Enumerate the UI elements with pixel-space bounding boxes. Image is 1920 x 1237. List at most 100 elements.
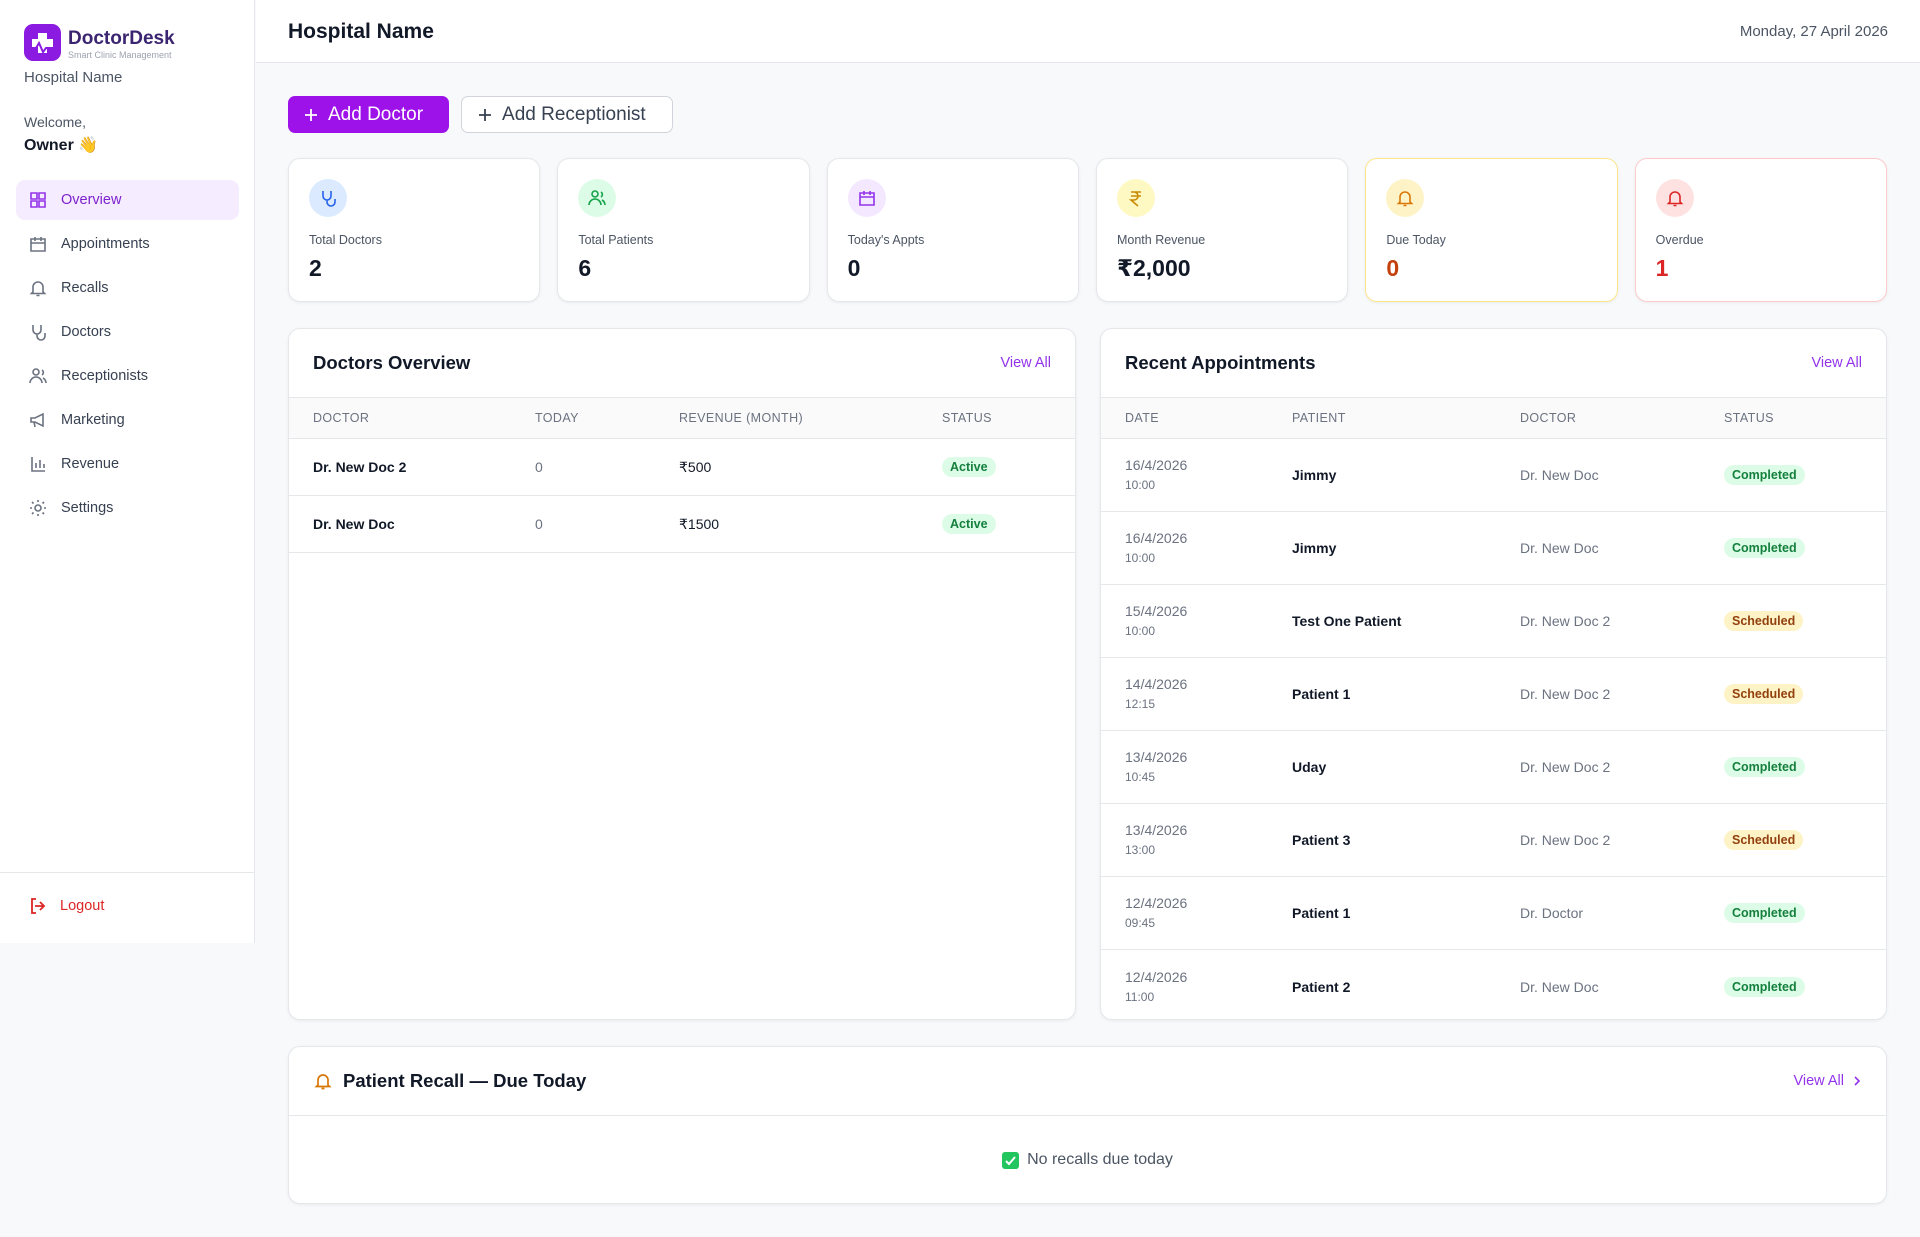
nav-item[interactable]: Revenue (16, 444, 239, 484)
date-cell: 12/4/2026 09:45 (1125, 893, 1292, 933)
status-cell: Completed (1724, 976, 1886, 997)
revenue: ₹1500 (679, 515, 720, 532)
logout-button[interactable]: Logout (28, 896, 104, 916)
nav-item[interactable]: Recalls (16, 268, 239, 308)
plus-icon (479, 108, 492, 121)
brand: DoctorDesk (68, 28, 175, 49)
stat-label: Total Patients (578, 233, 654, 247)
column-header: STATUS (1724, 411, 1774, 425)
page-title: Hospital Name (288, 20, 434, 43)
nav-label: Revenue (61, 456, 120, 472)
doctor: Dr. New Doc (1520, 540, 1599, 556)
table-row: 12/4/2026 11:00 Patient 2 Dr. New Doc Comple… (1101, 950, 1886, 1019)
bell-icon (314, 1074, 332, 1090)
date-cell: 14/4/2026 12:15 (1125, 674, 1292, 714)
doctor: Dr. New Doc (1520, 978, 1599, 995)
icon (858, 191, 875, 206)
icon (32, 325, 46, 341)
icon (1396, 191, 1414, 207)
time: 12:15 (1125, 697, 1156, 711)
nav-label: Settings (61, 500, 114, 516)
today-count: 0 (535, 459, 543, 475)
stat-card: Total Patients 6 (557, 158, 810, 302)
sidebar: DoctorDesk Smart Clinic Management Hospi… (0, 0, 255, 943)
column-header: PATIENT (1292, 411, 1346, 425)
date: 15/4/2026 (1125, 603, 1188, 619)
panel-header: Doctors Overview View All (289, 329, 1075, 398)
nav-label: Overview (61, 192, 122, 208)
time: 11:00 (1125, 989, 1155, 1004)
stat-icon (1386, 179, 1425, 217)
date-cell: 16/4/2026 10:00 (1125, 528, 1292, 568)
empty-text: No recalls due today (1027, 1151, 1173, 1168)
nav-item[interactable]: Overview (16, 180, 239, 220)
panel-header: Patient Recall — Due Today View All (289, 1047, 1886, 1116)
date-cell: 16/4/2026 10:00 (1125, 455, 1292, 495)
recall-panel: Patient Recall — Due Today View All No r… (288, 1046, 1887, 1204)
chevron (1854, 1076, 1861, 1086)
logout-icon (31, 898, 46, 914)
table-row: 12/4/2026 09:45 Patient 1 Dr. Doctor Complet… (1101, 877, 1886, 950)
stat-value: 2 (309, 255, 322, 281)
patient: Patient 1 (1292, 905, 1351, 921)
nav-label: Marketing (61, 412, 125, 428)
stat-label: Overdue (1655, 233, 1704, 247)
table-row: 15/4/2026 10:00 Test One Patient Dr. New Do… (1101, 585, 1886, 658)
status-badge: Scheduled (1724, 684, 1804, 704)
stat-value: ₹2,000 (1116, 255, 1191, 281)
table-header: DATE PATIENT DOCTOR STATUS (1101, 398, 1886, 439)
action-button[interactable]: Add Doctor (288, 96, 450, 133)
panel-title: Patient Recall — Due Today (343, 1070, 587, 1091)
status-cell: Scheduled (1724, 611, 1886, 631)
date-cell: 12/4/2026 11:00 (1125, 967, 1292, 1007)
status-cell: Scheduled (1724, 684, 1886, 704)
nav-item[interactable]: Doctors (16, 312, 239, 352)
table-row: 16/4/2026 10:00 Jimmy Dr. New Doc Completed (1101, 439, 1886, 512)
date: 16/4/2026 (1125, 530, 1188, 546)
doctor: Dr. New Doc 2 (1520, 613, 1611, 629)
status-cell: Active (942, 457, 1075, 477)
patient: Patient 2 (1292, 978, 1351, 995)
stat-icon (309, 179, 347, 217)
plus-icon (305, 108, 317, 121)
status-cell: Scheduled (1724, 830, 1886, 850)
nav-item[interactable]: Marketing (16, 400, 239, 440)
stat-card: Overdue 1 (1634, 158, 1887, 302)
view-all[interactable]: View All (1000, 355, 1051, 371)
nav-item[interactable]: Appointments (16, 224, 239, 264)
doctor: Dr. New Doc (1520, 467, 1599, 483)
view-all[interactable]: View All (1811, 355, 1862, 371)
stat-icon (1116, 179, 1155, 217)
column-header: REVENUE (MONTH) (679, 411, 804, 425)
status-badge: Completed (1724, 903, 1805, 923)
view-all[interactable]: View All (1793, 1073, 1862, 1089)
date-cell: 13/4/2026 10:45 (1125, 747, 1292, 787)
status-badge: Completed (1724, 976, 1805, 997)
action-button[interactable]: Add Receptionist (461, 96, 673, 133)
patient: Jimmy (1292, 467, 1337, 483)
date: 12/4/2026 (1125, 968, 1188, 985)
status-cell: Completed (1724, 538, 1886, 558)
stats: Total Doctors 2 Total Patients 6 Today's App… (288, 158, 1887, 302)
today-count: 0 (535, 516, 543, 532)
doctor-name: Dr. New Doc 2 (313, 459, 407, 475)
stat-icon (847, 179, 886, 217)
status-cell: Completed (1724, 465, 1886, 485)
panel-header: Recent Appointments View All (1101, 329, 1886, 398)
column-header: DOCTOR (313, 411, 370, 425)
doctors-panel: Doctors Overview View All DOCTOR TODAY REVE… (288, 328, 1076, 1020)
time: 10:00 (1125, 478, 1156, 492)
table-row: 14/4/2026 12:15 Patient 1 Dr. New Doc 2 Sche… (1101, 658, 1886, 731)
nav: Overview Appointments Recalls Doctors Recept… (16, 180, 239, 532)
patient: Patient 3 (1292, 832, 1351, 848)
nav-item[interactable]: Settings (16, 488, 239, 528)
patient: Test One Patient (1292, 613, 1402, 629)
icon (1666, 191, 1684, 207)
appointments-panel: Recent Appointments View All DATE PATIENT D… (1100, 328, 1887, 1020)
table-header: DOCTOR TODAY REVENUE (MONTH) STATUS (289, 398, 1075, 439)
doctor: Dr. New Doc 2 (1520, 759, 1611, 775)
table-row: 13/4/2026 13:00 Patient 3 Dr. New Doc 2 Sche… (1101, 804, 1886, 877)
panel-title: Recent Appointments (1125, 352, 1316, 373)
stat-value: 1 (1655, 255, 1669, 281)
nav-item[interactable]: Receptionists (16, 356, 239, 396)
